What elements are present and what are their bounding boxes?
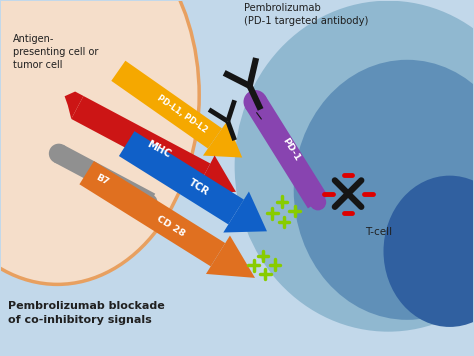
Ellipse shape (294, 60, 474, 320)
Polygon shape (71, 96, 210, 187)
Polygon shape (80, 161, 225, 266)
Polygon shape (246, 57, 259, 87)
Text: MHC: MHC (146, 139, 173, 160)
Text: PD-L1, PD-L2: PD-L1, PD-L2 (156, 94, 210, 135)
Polygon shape (206, 236, 255, 278)
Ellipse shape (0, 0, 199, 284)
Ellipse shape (310, 194, 326, 210)
Text: B7: B7 (94, 172, 110, 187)
Polygon shape (226, 120, 237, 141)
Polygon shape (111, 61, 222, 148)
Polygon shape (119, 131, 244, 224)
Polygon shape (54, 145, 155, 211)
Polygon shape (194, 156, 236, 194)
Polygon shape (203, 121, 242, 158)
Text: Antigen-
presenting cell or
tumor cell: Antigen- presenting cell or tumor cell (12, 34, 98, 70)
Polygon shape (246, 96, 328, 208)
Polygon shape (226, 100, 237, 122)
Text: Pembrolizumab
(PD-1 targeted antibody): Pembrolizumab (PD-1 targeted antibody) (244, 3, 368, 26)
Ellipse shape (244, 90, 267, 114)
Text: CD 28: CD 28 (155, 215, 187, 239)
Polygon shape (223, 192, 267, 232)
Ellipse shape (144, 194, 157, 210)
Ellipse shape (383, 176, 474, 327)
Ellipse shape (49, 144, 69, 163)
Polygon shape (64, 91, 83, 119)
Text: Pembrolizumab blockade
of co-inhibitory signals: Pembrolizumab blockade of co-inhibitory … (8, 300, 164, 325)
Text: PD-1: PD-1 (281, 136, 302, 163)
Text: TCR: TCR (187, 177, 211, 198)
Text: T-cell: T-cell (365, 227, 392, 237)
Polygon shape (223, 70, 251, 89)
Polygon shape (208, 108, 229, 123)
Ellipse shape (235, 1, 474, 332)
Polygon shape (247, 85, 264, 111)
